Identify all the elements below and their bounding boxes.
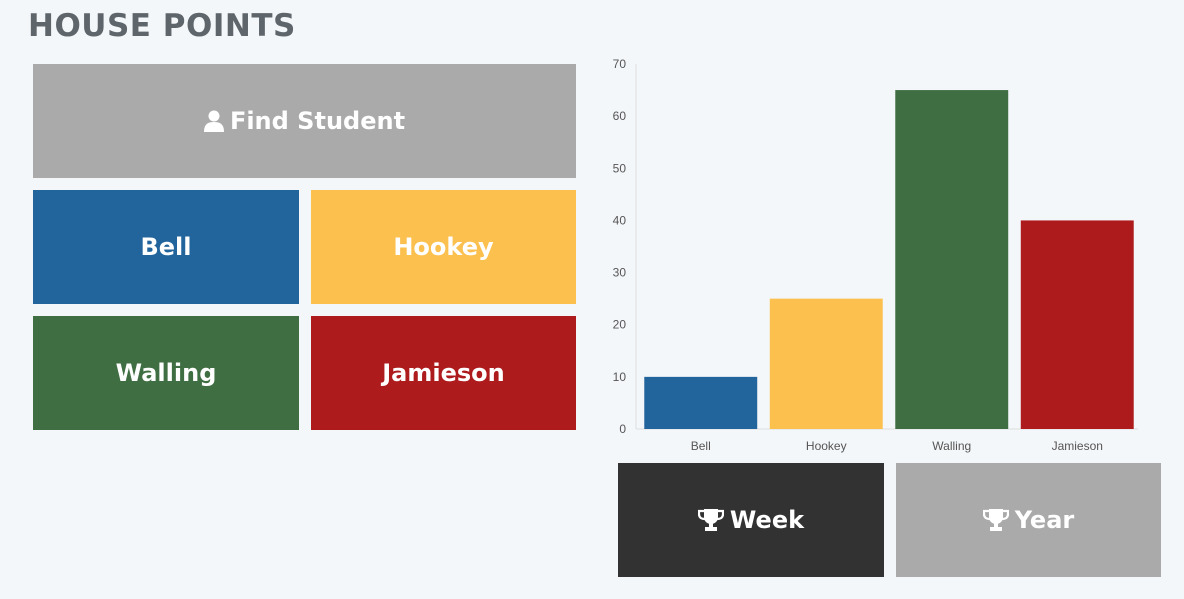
find-student-label: Find Student (229, 107, 406, 135)
x-tick-label: Walling (932, 439, 971, 453)
x-tick-label: Bell (691, 439, 711, 453)
trophy-icon (697, 508, 724, 532)
house-label-jamieson: Jamieson (382, 359, 505, 387)
bar-hookey (769, 298, 883, 429)
week-button[interactable]: Week (618, 463, 884, 577)
x-tick-label: Jamieson (1052, 439, 1103, 453)
y-tick-label: 70 (613, 57, 627, 71)
y-tick-label: 0 (619, 422, 626, 436)
x-tick-label: Hookey (806, 439, 847, 453)
house-label-hookey: Hookey (393, 233, 494, 261)
year-button[interactable]: Year (896, 463, 1161, 577)
bar-walling (895, 90, 1009, 430)
y-tick-label: 60 (613, 109, 627, 123)
house-button-bell[interactable]: Bell (33, 190, 299, 304)
week-label: Week (729, 506, 805, 534)
house-button-walling[interactable]: Walling (33, 316, 299, 430)
house-points-chart: 0 10 20 30 40 50 60 70 Bell Hookey Walling Jamieson (613, 57, 1138, 453)
y-tick-label: 40 (613, 213, 627, 227)
y-tick-label: 10 (613, 370, 627, 384)
user-icon (203, 110, 224, 132)
house-label-walling: Walling (115, 359, 217, 387)
house-button-hookey[interactable]: Hookey (311, 190, 576, 304)
house-button-jamieson[interactable]: Jamieson (311, 316, 576, 430)
find-student-button[interactable]: Find Student (33, 64, 576, 178)
y-tick-label: 50 (613, 161, 627, 175)
year-label: Year (1014, 506, 1075, 534)
bar-jamieson (1020, 220, 1134, 429)
bar-bell (644, 376, 758, 429)
page-title: HOUSE POINTS (28, 8, 296, 44)
house-label-bell: Bell (140, 233, 192, 261)
y-tick-label: 30 (613, 266, 627, 280)
y-tick-label: 20 (613, 318, 627, 332)
trophy-icon (982, 508, 1009, 532)
